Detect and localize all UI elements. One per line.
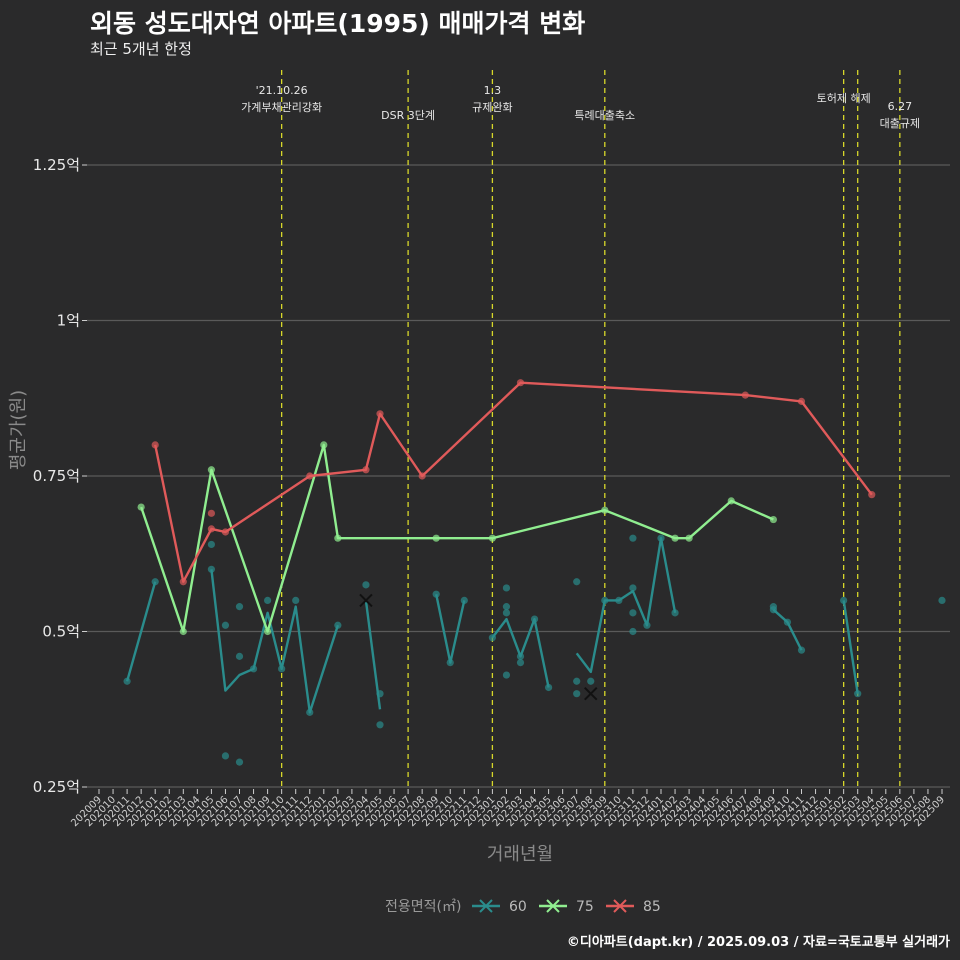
data-point bbox=[573, 578, 581, 586]
data-point bbox=[221, 752, 230, 760]
data-point bbox=[502, 603, 511, 611]
y-tick-label: 0.5억 bbox=[42, 623, 80, 641]
legend-swatch-cross bbox=[546, 899, 560, 913]
legend-label: 60 bbox=[509, 899, 527, 915]
legend-swatch-cross bbox=[479, 899, 493, 913]
event-label: 6.27 bbox=[888, 100, 913, 113]
data-point bbox=[629, 627, 637, 636]
data-point bbox=[207, 509, 215, 517]
legend-item-60: 60 bbox=[472, 899, 527, 915]
data-point bbox=[264, 596, 272, 605]
series-line bbox=[364, 600, 382, 710]
event-label: 토허제 해제 bbox=[817, 91, 871, 105]
data-point bbox=[235, 652, 244, 660]
data-point bbox=[854, 690, 862, 698]
series-line bbox=[491, 617, 550, 688]
x-axis-ticks: 2020092020102020112020122021012021022021… bbox=[69, 789, 947, 829]
data-point bbox=[235, 758, 244, 766]
data-point bbox=[221, 621, 230, 629]
event-label: 대출규제 bbox=[880, 117, 920, 130]
data-point bbox=[629, 534, 637, 542]
source-caption: ©디아파트(dapt.kr) / 2025.09.03 / 자료=국토교통부 실… bbox=[566, 935, 950, 950]
event-label: 규제완화 bbox=[472, 101, 512, 114]
data-point bbox=[432, 590, 440, 598]
series-75 bbox=[137, 441, 778, 636]
data-point bbox=[362, 581, 370, 589]
series-layer bbox=[123, 379, 946, 766]
series-line bbox=[125, 581, 157, 682]
data-point bbox=[629, 609, 637, 617]
legend: 전용면적(㎡) 60 75 85 bbox=[385, 899, 661, 915]
event-label: DSR 3단계 bbox=[381, 109, 435, 122]
cross-marker bbox=[584, 686, 598, 701]
event-label: 1.3 bbox=[484, 84, 502, 97]
y-tick-label: 0.25억 bbox=[33, 778, 80, 796]
data-point bbox=[292, 596, 300, 605]
data-point bbox=[502, 609, 511, 617]
data-point bbox=[573, 677, 581, 685]
chart-subtitle: 최근 5개년 한정 bbox=[90, 40, 192, 58]
y-tick-label: 1.25억 bbox=[33, 156, 80, 174]
data-point bbox=[573, 690, 581, 698]
series-line bbox=[210, 569, 340, 714]
legend-title: 전용면적(㎡) bbox=[385, 899, 461, 915]
series-line bbox=[140, 443, 774, 633]
event-label: 특례대출축소 bbox=[574, 109, 635, 122]
data-point bbox=[151, 441, 159, 449]
series-line bbox=[435, 593, 466, 664]
data-point bbox=[376, 721, 384, 729]
data-point bbox=[938, 596, 946, 605]
data-point bbox=[629, 584, 637, 592]
series-line bbox=[154, 381, 873, 583]
series-line bbox=[842, 600, 859, 694]
series-line bbox=[575, 537, 677, 674]
legend-label: 75 bbox=[576, 899, 594, 915]
data-point bbox=[840, 596, 848, 605]
event-label: 가계부채관리강화 bbox=[241, 101, 322, 114]
data-point bbox=[334, 621, 342, 629]
y-axis-title: 평균가(원) bbox=[8, 390, 29, 470]
series-60 bbox=[123, 534, 946, 766]
series-line bbox=[772, 608, 803, 651]
data-point bbox=[671, 609, 679, 617]
y-tick-label: 1억 bbox=[57, 312, 80, 330]
y-axis-ticks: 0.25억 0.5억 0.75억 1억 1.25억 bbox=[33, 156, 87, 796]
legend-item-85: 85 bbox=[606, 899, 661, 915]
data-point bbox=[516, 659, 525, 667]
gridlines bbox=[87, 164, 950, 788]
chart-title: 외동 성도대자연 아파트(1995) 매매가격 변화 bbox=[90, 9, 586, 38]
y-tick-label: 0.75억 bbox=[33, 467, 80, 485]
event-label: '21.10.26 bbox=[256, 84, 308, 97]
legend-item-75: 75 bbox=[539, 899, 594, 915]
cross-marker bbox=[359, 593, 373, 608]
data-point bbox=[207, 540, 215, 549]
legend-swatch-cross bbox=[613, 899, 627, 913]
x-axis-title: 거래년월 bbox=[487, 844, 553, 865]
legend-label: 85 bbox=[643, 899, 661, 915]
series-85 bbox=[151, 379, 876, 586]
data-point bbox=[587, 677, 595, 685]
data-point bbox=[235, 603, 244, 611]
data-point bbox=[502, 671, 511, 679]
data-point bbox=[502, 584, 511, 592]
